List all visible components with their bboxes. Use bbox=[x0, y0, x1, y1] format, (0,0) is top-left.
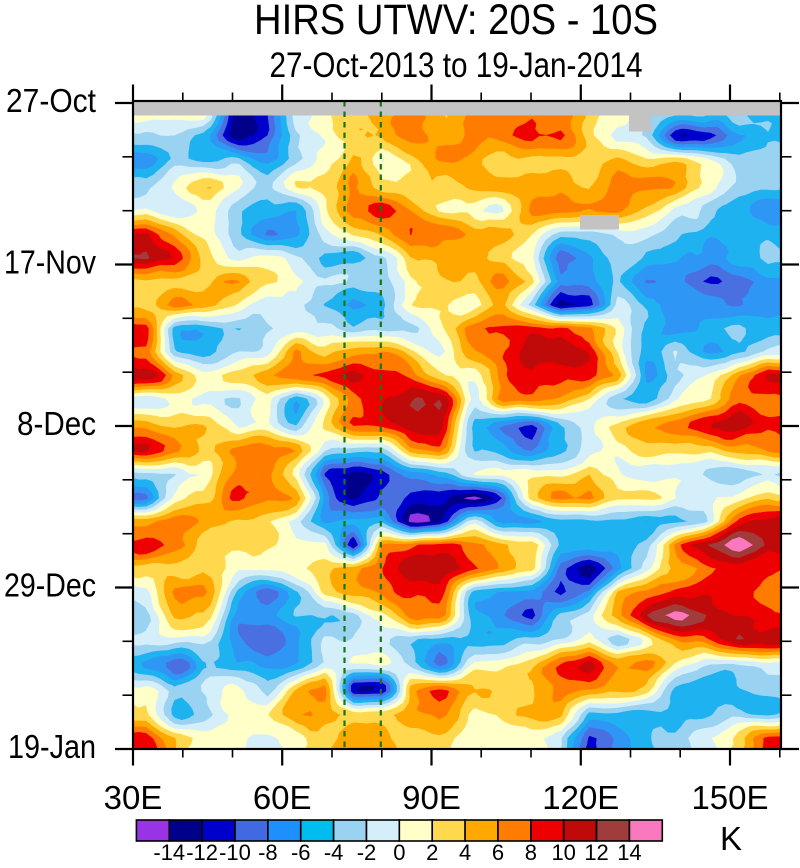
svg-text:8-Dec: 8-Dec bbox=[17, 405, 96, 442]
svg-text:30E: 30E bbox=[104, 779, 163, 816]
svg-text:HIRS UTWV: 20S - 10S: HIRS UTWV: 20S - 10S bbox=[254, 0, 658, 44]
svg-text:-2: -2 bbox=[357, 840, 377, 863]
svg-text:120E: 120E bbox=[542, 779, 619, 816]
svg-text:19-Jan: 19-Jan bbox=[8, 728, 96, 765]
svg-text:K: K bbox=[720, 820, 742, 857]
svg-text:10: 10 bbox=[551, 840, 575, 863]
svg-text:-6: -6 bbox=[291, 840, 311, 863]
svg-text:8: 8 bbox=[525, 840, 537, 863]
svg-text:-12: -12 bbox=[186, 840, 218, 863]
svg-text:2: 2 bbox=[426, 840, 438, 863]
svg-text:27-Oct-2013 to 19-Jan-2014: 27-Oct-2013 to 19-Jan-2014 bbox=[270, 46, 643, 85]
svg-text:-8: -8 bbox=[258, 840, 278, 863]
svg-text:14: 14 bbox=[617, 840, 641, 863]
svg-text:-10: -10 bbox=[219, 840, 251, 863]
svg-text:60E: 60E bbox=[253, 779, 312, 816]
svg-text:12: 12 bbox=[584, 840, 608, 863]
svg-text:90E: 90E bbox=[402, 779, 461, 816]
svg-text:6: 6 bbox=[492, 840, 504, 863]
svg-text:4: 4 bbox=[459, 840, 471, 863]
svg-text:17-Nov: 17-Nov bbox=[4, 244, 96, 281]
svg-text:29-Dec: 29-Dec bbox=[4, 567, 96, 604]
svg-text:-14: -14 bbox=[153, 840, 185, 863]
svg-text:150E: 150E bbox=[691, 779, 768, 816]
svg-text:-4: -4 bbox=[324, 840, 344, 863]
svg-text:0: 0 bbox=[393, 840, 405, 863]
svg-text:27-Oct: 27-Oct bbox=[6, 82, 96, 119]
